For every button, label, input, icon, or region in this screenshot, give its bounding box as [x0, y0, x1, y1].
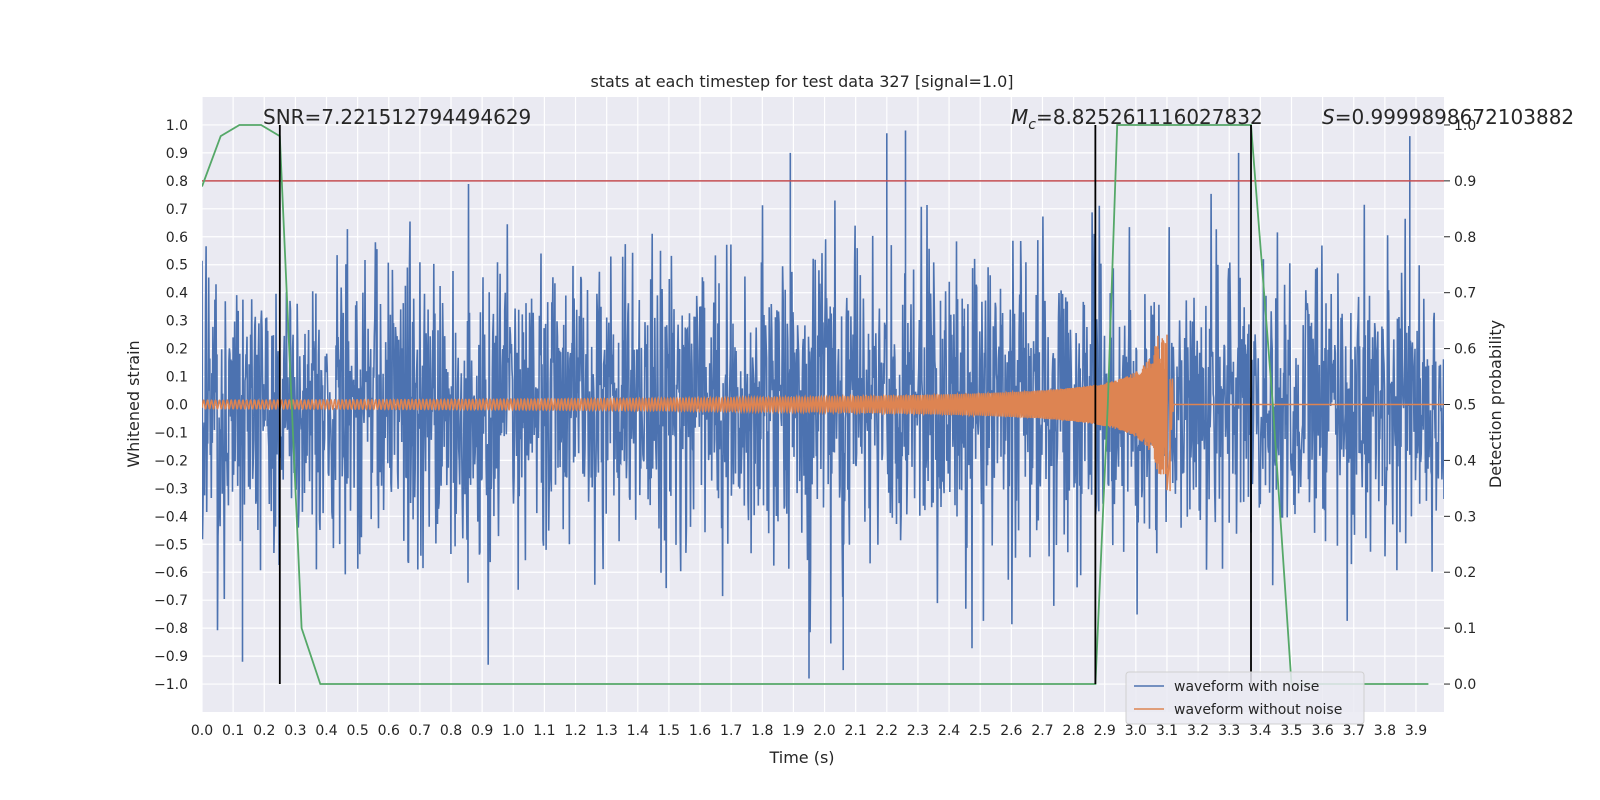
x-tick-label: 0.1: [222, 723, 244, 739]
chirp-mass-symbol: M: [1011, 105, 1028, 129]
score-annotation: S=0.9999898672103882: [1322, 105, 1574, 129]
x-tick-label: 1.9: [782, 723, 804, 739]
y-tick-label: −0.6: [154, 565, 188, 581]
y-tick-label: 0.0: [166, 398, 188, 414]
y-tick-label: −0.5: [154, 537, 188, 553]
y-tick-label: 0.3: [166, 314, 188, 330]
x-tick-label: 0.7: [409, 723, 431, 739]
x-tick-label: 1.5: [658, 723, 680, 739]
x-tick-label: 2.2: [876, 723, 898, 739]
y-tick-label: 0.8: [166, 174, 188, 190]
x-tick-label: 1.2: [564, 723, 586, 739]
legend: waveform with noise waveform without noi…: [1125, 671, 1365, 725]
x-tick-label: 1.0: [502, 723, 524, 739]
chart-title: stats at each timestep for test data 327…: [590, 72, 1013, 91]
y-axis-left: 1.0 0.9 0.8 0.7 0.6 0.5 0.4 0.3 0.2 0.1 0.0 −0.1 −0.…: [154, 118, 188, 693]
series-line-waveform-with-noise: [202, 130, 1444, 679]
y-tick-label: −0.2: [154, 453, 188, 469]
x-tick-label: 3.8: [1374, 723, 1396, 739]
y-tick-label: 0.4: [166, 286, 188, 302]
y-tick-label: 0.7: [166, 202, 188, 218]
x-tick-label: 0.9: [471, 723, 493, 739]
y-right-tick-label: 0.0: [1454, 677, 1476, 693]
x-tick-label: 3.3: [1218, 723, 1240, 739]
x-tick-label: 2.7: [1031, 723, 1053, 739]
x-tick-label: 2.8: [1062, 723, 1084, 739]
y-tick-label: 0.6: [166, 230, 188, 246]
chirp-mass-value: =8.825261116027832: [1036, 105, 1263, 129]
y-tick-label: −0.3: [154, 481, 188, 497]
x-axis: 0.0 0.1 0.2 0.3 0.4 0.5 0.6 0.7 0.8 0.9 1.0 1.1 1.2 1…: [191, 723, 1427, 739]
y-right-tick-label: 0.3: [1454, 509, 1476, 525]
y-tick-label: 0.9: [166, 146, 188, 162]
x-tick-label: 0.3: [284, 723, 306, 739]
x-tick-label: 3.2: [1187, 723, 1209, 739]
x-tick-label: 0.8: [440, 723, 462, 739]
x-tick-label: 3.1: [1156, 723, 1178, 739]
y-tick-label: −0.1: [154, 425, 188, 441]
y-tick-label: −0.8: [154, 621, 188, 637]
x-tick-label: 2.9: [1094, 723, 1116, 739]
y-right-tick-label: 0.4: [1454, 453, 1476, 469]
x-tick-label: 1.8: [751, 723, 773, 739]
y-right-tick-label: 0.6: [1454, 342, 1476, 358]
y-right-tick-label: 0.9: [1454, 174, 1476, 190]
x-tick-label: 0.6: [378, 723, 400, 739]
x-tick-label: 1.3: [596, 723, 618, 739]
y-right-tick-label: 1.0: [1454, 118, 1476, 134]
x-tick-label: 0.0: [191, 723, 213, 739]
x-tick-label: 2.4: [938, 723, 960, 739]
x-tick-label: 3.0: [1125, 723, 1147, 739]
y-right-tick-label: 0.7: [1454, 286, 1476, 302]
x-tick-label: 1.4: [627, 723, 649, 739]
y-tick-label: 1.0: [166, 118, 188, 134]
x-tick-label: 2.0: [813, 723, 835, 739]
chirp-mass-annotation: Mc=8.825261116027832: [1011, 105, 1263, 133]
y-tick-label: −1.0: [154, 677, 188, 693]
y-tick-label: 0.2: [166, 342, 188, 358]
y-tick-label: −0.4: [154, 509, 188, 525]
legend-label-waveform-without-noise: waveform without noise: [1174, 702, 1342, 718]
y-axis-label: Whitened strain: [124, 340, 143, 467]
x-tick-label: 0.5: [347, 723, 369, 739]
x-tick-label: 3.5: [1280, 723, 1302, 739]
x-tick-label: 1.7: [720, 723, 742, 739]
series-line-waveform-without-noise: [202, 334, 1444, 492]
plot-content: [202, 124, 1444, 685]
y-axis-right: 1.0 0.9 0.8 0.7 0.6 0.5 0.4 0.3 0.2 0.1 0.0: [1444, 118, 1476, 693]
x-tick-label: 3.7: [1343, 723, 1365, 739]
score-symbol: S: [1322, 105, 1335, 129]
legend-label-waveform-with-noise: waveform with noise: [1174, 679, 1319, 695]
x-tick-label: 3.6: [1311, 723, 1333, 739]
y-tick-label: 0.5: [166, 258, 188, 274]
x-tick-label: 2.5: [969, 723, 991, 739]
vertical-markers: [278, 124, 1252, 685]
x-tick-label: 2.1: [845, 723, 867, 739]
y-right-tick-label: 0.1: [1454, 621, 1476, 637]
y-right-tick-label: 0.8: [1454, 230, 1476, 246]
snr-annotation: SNR=7.221512794494629: [263, 105, 531, 129]
chirp-mass-subscript: c: [1028, 117, 1036, 133]
x-axis-label: Time (s): [768, 748, 834, 767]
x-tick-label: 1.1: [533, 723, 555, 739]
series-line-detection-probability: [202, 124, 1429, 685]
y-tick-label: −0.9: [154, 649, 188, 665]
x-tick-label: 3.9: [1405, 723, 1427, 739]
y-right-tick-label: 0.5: [1454, 398, 1476, 414]
legend-box: [1125, 671, 1365, 725]
x-tick-label: 2.3: [907, 723, 929, 739]
x-tick-label: 0.4: [315, 723, 337, 739]
x-tick-label: 0.2: [253, 723, 275, 739]
y-right-tick-label: 0.2: [1454, 565, 1476, 581]
x-tick-label: 3.4: [1249, 723, 1271, 739]
x-tick-label: 1.6: [689, 723, 711, 739]
x-tick-label: 2.6: [1000, 723, 1022, 739]
score-value: =0.9999898672103882: [1335, 105, 1574, 129]
y-axis-right-label: Detection probability: [1486, 320, 1505, 488]
y-tick-label: −0.7: [154, 593, 188, 609]
y-tick-label: 0.1: [166, 370, 188, 386]
